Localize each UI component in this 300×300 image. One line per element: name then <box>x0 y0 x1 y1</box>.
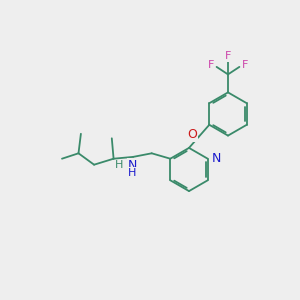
Text: H: H <box>128 167 137 178</box>
Text: F: F <box>208 60 214 70</box>
Text: O: O <box>188 128 197 141</box>
Text: H: H <box>115 160 123 170</box>
Text: N: N <box>212 152 221 165</box>
Text: F: F <box>225 51 231 62</box>
Text: N: N <box>128 159 137 172</box>
Text: F: F <box>242 60 248 70</box>
